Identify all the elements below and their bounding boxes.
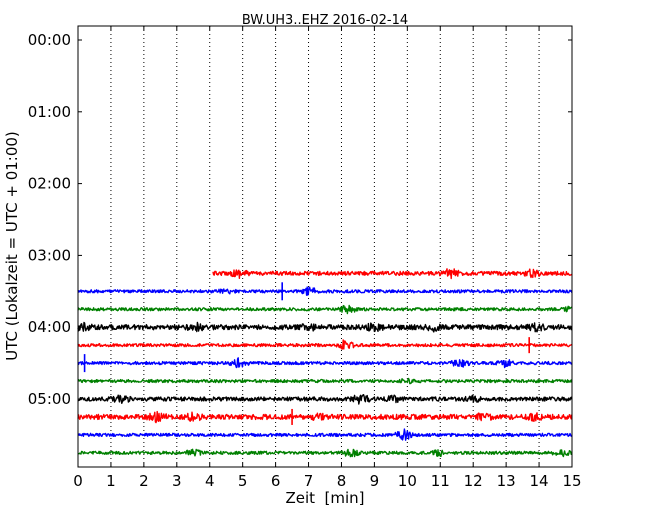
y-tick-label: 04:00 (28, 318, 71, 336)
x-tick-label: 0 (73, 472, 83, 490)
x-axis: 0 1 2 3 4 5 6 7 8 9 10 11 12 13 14 15 (73, 26, 582, 490)
trace-0430 (77, 357, 573, 369)
x-tick-label: 10 (398, 472, 417, 490)
x-tick-label: 8 (337, 472, 347, 490)
trace-0515 (77, 410, 573, 424)
y-axis-label: UTC (Lokalzeit = UTC + 01:00) (3, 131, 21, 361)
trace-0315 (212, 268, 573, 280)
x-tick-label: 11 (431, 472, 450, 490)
x-tick-label: 4 (205, 472, 215, 490)
trace-0500 (77, 394, 573, 405)
x-tick-label: 15 (562, 472, 581, 490)
x-tick-label: 7 (304, 472, 314, 490)
plot-frame (77, 25, 573, 468)
trace-0345 (77, 304, 573, 315)
x-tick-label: 12 (464, 472, 483, 490)
x-tick-label: 14 (530, 472, 549, 490)
y-tick-label: 01:00 (28, 103, 71, 121)
x-axis-label: Zeit [min] (285, 489, 364, 507)
grid (110, 26, 540, 467)
x-tick-label: 2 (139, 472, 149, 490)
x-tick-label: 5 (238, 472, 248, 490)
trace-0530 (77, 428, 573, 441)
y-tick-label: 05:00 (28, 390, 71, 408)
y-tick-label: 00:00 (28, 31, 71, 49)
x-tick-label: 3 (172, 472, 182, 490)
trace-0545 (77, 448, 573, 458)
seismic-traces (77, 268, 573, 458)
x-tick-label: 6 (271, 472, 281, 490)
trace-0415 (77, 339, 573, 350)
x-tick-label: 9 (370, 472, 380, 490)
chart-title: BW.UH3..EHZ 2016-02-14 (242, 13, 408, 28)
trace-0400 (77, 321, 573, 333)
trace-0445 (77, 377, 573, 385)
x-tick-label: 1 (106, 472, 116, 490)
y-tick-label: 03:00 (28, 246, 71, 264)
y-axis: 00:00 01:00 02:00 03:00 04:00 05:00 (28, 31, 572, 408)
trace-0330 (77, 286, 573, 296)
y-tick-label: 02:00 (28, 175, 71, 193)
x-tick-label: 13 (497, 472, 516, 490)
